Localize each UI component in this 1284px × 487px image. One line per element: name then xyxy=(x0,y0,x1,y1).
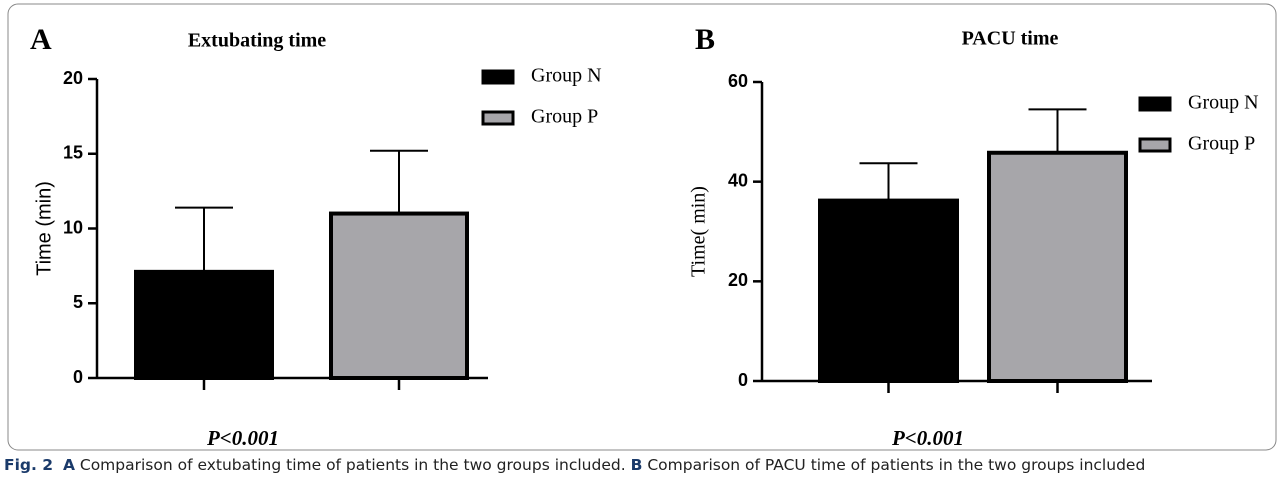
bar xyxy=(329,211,469,380)
figure-frame xyxy=(7,3,1277,451)
y-tick-label: 20 xyxy=(63,68,83,88)
y-tick-label: 15 xyxy=(63,143,83,163)
legend-label: Group P xyxy=(531,106,598,128)
caption-label: Fig. 2 xyxy=(4,456,54,474)
y-tick-label: 5 xyxy=(73,292,83,312)
annotation: P<0.001 xyxy=(891,426,964,450)
legend-swatch xyxy=(1138,137,1172,153)
caption-part-label: A xyxy=(62,456,75,474)
legend-swatch xyxy=(481,110,515,126)
y-tick-label: 0 xyxy=(738,370,748,390)
legend-swatch xyxy=(481,69,515,85)
y-tick-label: 10 xyxy=(63,217,83,237)
y-tick-label: 0 xyxy=(73,367,83,387)
y-tick-label: 40 xyxy=(728,170,748,190)
bar xyxy=(818,198,959,383)
caption: Fig. 2 A Comparison of extubating time o… xyxy=(4,456,1284,474)
caption-text: Comparison of extubating time of patient… xyxy=(79,456,626,474)
legend-label: Group P xyxy=(1188,133,1255,155)
legend-label: Group N xyxy=(531,65,602,87)
y-axis-label: Time (min) xyxy=(33,181,55,276)
chart-title: PACU time xyxy=(962,28,1059,50)
y-tick-label: 20 xyxy=(728,270,748,290)
legend-label: Group N xyxy=(1188,92,1259,114)
caption-text: Comparison of PACU time of patients in t… xyxy=(647,456,1146,474)
chart-title: Extubating time xyxy=(188,30,326,52)
panel-label: A xyxy=(30,23,52,56)
caption-part-label: B xyxy=(630,456,643,474)
bar xyxy=(987,150,1128,383)
annotation: P<0.001 xyxy=(206,426,279,450)
legend-swatch xyxy=(1138,96,1172,112)
y-axis-label: Time( min) xyxy=(688,186,710,277)
panel-label: B xyxy=(695,23,715,56)
y-tick-label: 60 xyxy=(728,71,748,91)
bar xyxy=(134,269,274,381)
